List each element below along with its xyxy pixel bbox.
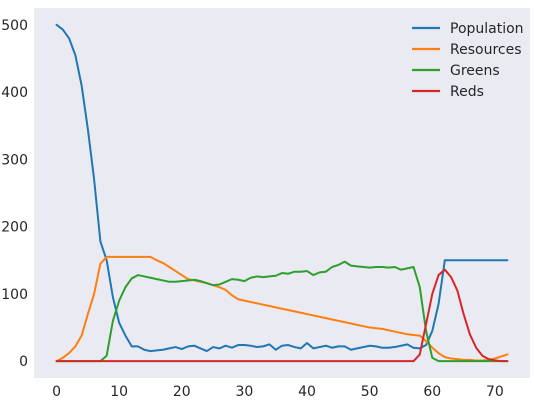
legend-label-greens: Greens [450,63,500,79]
x-tick-labels: 0 10 20 30 40 50 60 70 [52,384,504,400]
x-tick-label: 60 [423,384,441,400]
x-tick-label: 50 [361,384,379,400]
y-tick-label: 300 [1,152,28,168]
series-line-population [55,23,509,353]
x-tick-label: 10 [110,384,128,400]
x-tick-label: 40 [298,384,316,400]
series-layer [55,23,509,363]
x-tick-label: 0 [52,384,61,400]
series-line-reds [55,268,509,363]
legend: Population Resources Greens Reds [412,21,524,100]
y-tick-label: 500 [1,18,28,34]
x-tick-label: 20 [173,384,191,400]
x-tick-label: 70 [486,384,504,400]
legend-label-resources: Resources [450,42,522,58]
series-line-greens [55,260,509,363]
y-tick-label: 100 [1,287,28,303]
legend-label-reds: Reds [450,84,484,100]
y-tick-label: 0 [19,354,28,370]
series-line-resources [55,255,509,363]
y-tick-labels: 0 100 200 300 400 500 [1,18,28,370]
y-tick-label: 200 [1,220,28,236]
x-tick-label: 30 [236,384,254,400]
y-tick-label: 400 [1,85,28,101]
legend-label-population: Population [450,21,524,37]
